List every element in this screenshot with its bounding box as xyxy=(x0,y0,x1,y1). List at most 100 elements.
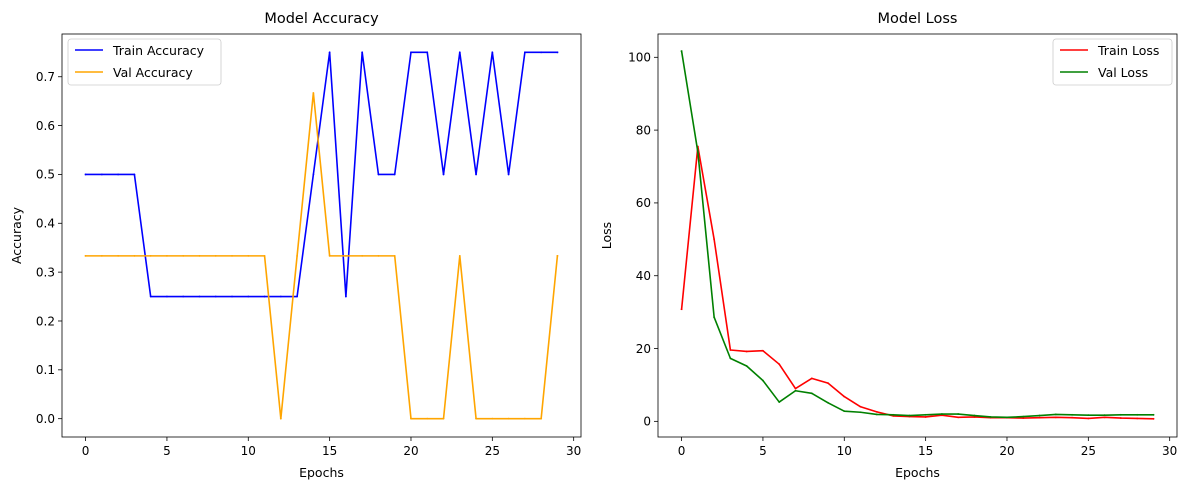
accuracy-x-tick-label-20: 20 xyxy=(403,444,418,458)
data-point-train-loss-2 xyxy=(713,238,716,241)
series-line-val-loss xyxy=(680,50,1155,419)
loss-panel: Model Loss 0 5 10 15 20 25 30 0 20 40 60 80 100 Epoc… xyxy=(599,11,1178,480)
loss-chart-title: Model Loss xyxy=(878,11,958,27)
data-point-val-loss-13 xyxy=(892,413,894,416)
data-point-train-accuracy-16 xyxy=(345,295,347,298)
data-point-train-loss-29 xyxy=(1152,417,1155,420)
data-point-val-accuracy-17 xyxy=(361,254,364,257)
data-point-train-accuracy-29 xyxy=(556,51,559,54)
series-line-val-accuracy xyxy=(84,92,559,420)
data-point-train-accuracy-8 xyxy=(214,295,217,298)
accuracy-legend-box xyxy=(67,38,222,86)
data-point-train-accuracy-9 xyxy=(231,295,233,298)
data-point-val-accuracy-14 xyxy=(312,92,315,94)
data-point-val-accuracy-9 xyxy=(231,254,233,257)
accuracy-x-tick-label-15: 15 xyxy=(322,444,337,458)
data-point-val-accuracy-29 xyxy=(556,254,559,257)
data-point-val-accuracy-19 xyxy=(393,254,396,257)
data-point-val-loss-15 xyxy=(924,413,927,416)
data-point-train-accuracy-10 xyxy=(247,295,250,298)
data-point-val-accuracy-12 xyxy=(279,417,282,420)
data-point-train-accuracy-6 xyxy=(182,295,185,298)
data-point-train-accuracy-7 xyxy=(198,295,201,298)
accuracy-legend: Train Accuracy Val Accuracy xyxy=(67,38,222,86)
data-point-val-loss-25 xyxy=(1087,414,1090,417)
data-point-train-accuracy-22 xyxy=(442,173,445,176)
data-point-train-loss-9 xyxy=(827,382,829,385)
data-point-train-loss-3 xyxy=(729,349,732,351)
data-point-val-loss-18 xyxy=(973,414,976,417)
data-point-train-accuracy-23 xyxy=(458,51,461,54)
data-point-val-accuracy-24 xyxy=(475,417,477,420)
loss-y-tick-label-0: 0 xyxy=(643,415,651,429)
loss-plot-area xyxy=(680,50,1155,420)
data-point-train-accuracy-24 xyxy=(475,173,477,176)
accuracy-y-axis-label: Accuracy xyxy=(9,206,24,264)
data-point-train-accuracy-20 xyxy=(410,51,412,54)
loss-y-tick-label-80: 80 xyxy=(636,123,651,137)
loss-y-tick-label-20: 20 xyxy=(636,342,651,356)
legend-label-train-loss: Train Loss xyxy=(1097,43,1159,58)
data-point-val-accuracy-22 xyxy=(442,417,445,420)
data-point-val-loss-7 xyxy=(794,389,797,392)
data-point-val-accuracy-3 xyxy=(133,254,136,257)
data-point-train-accuracy-0 xyxy=(84,173,87,176)
loss-y-tick-label-40: 40 xyxy=(636,269,651,283)
data-point-val-loss-1 xyxy=(696,151,699,153)
loss-x-tick-label-10: 10 xyxy=(837,444,852,458)
data-point-val-accuracy-28 xyxy=(540,417,543,420)
accuracy-y-tick-label-0-1: 0.1 xyxy=(36,363,55,377)
accuracy-y-tick-label-0-5: 0.5 xyxy=(36,168,55,182)
data-point-val-accuracy-26 xyxy=(507,417,510,420)
loss-y-axis-label: Loss xyxy=(599,222,614,249)
data-point-train-accuracy-2 xyxy=(117,173,120,176)
data-point-train-loss-21 xyxy=(1022,417,1025,419)
loss-x-tick-label-25: 25 xyxy=(1081,444,1096,458)
data-point-train-loss-15 xyxy=(924,416,927,418)
data-point-train-accuracy-15 xyxy=(328,51,331,54)
data-point-train-loss-6 xyxy=(778,363,781,366)
data-point-val-loss-5 xyxy=(762,379,764,382)
data-point-train-accuracy-25 xyxy=(491,51,494,54)
loss-y-tick-label-60: 60 xyxy=(636,196,651,210)
data-point-val-loss-4 xyxy=(745,365,748,367)
loss-x-tick-label-5: 5 xyxy=(759,444,767,458)
data-point-train-accuracy-26 xyxy=(507,173,510,176)
data-point-train-loss-5 xyxy=(762,349,764,352)
data-point-val-loss-24 xyxy=(1071,413,1073,416)
data-point-train-accuracy-11 xyxy=(263,295,266,298)
data-point-val-accuracy-1 xyxy=(100,254,103,257)
loss-legend: Train Loss Val Loss xyxy=(1052,38,1173,86)
data-point-val-loss-16 xyxy=(941,413,943,415)
data-point-train-accuracy-28 xyxy=(540,51,543,54)
loss-ticks: 0 5 10 15 20 25 30 0 20 40 60 80 100 xyxy=(628,51,1177,458)
accuracy-plot-area xyxy=(84,51,559,420)
data-point-train-accuracy-14 xyxy=(312,173,315,176)
data-point-val-loss-2 xyxy=(713,316,716,319)
data-point-val-loss-26 xyxy=(1103,414,1106,417)
data-point-val-loss-27 xyxy=(1119,413,1122,416)
data-point-val-loss-9 xyxy=(827,401,829,404)
accuracy-y-tick-label-0-0: 0.0 xyxy=(36,412,55,426)
data-point-val-loss-28 xyxy=(1136,413,1139,416)
data-point-val-accuracy-6 xyxy=(182,254,185,257)
data-point-val-accuracy-11 xyxy=(263,254,266,257)
data-point-train-loss-7 xyxy=(794,387,797,390)
series-line-train-accuracy xyxy=(84,51,559,298)
data-point-train-accuracy-18 xyxy=(377,173,380,176)
data-point-train-accuracy-3 xyxy=(133,173,136,176)
accuracy-x-tick-label-25: 25 xyxy=(485,444,500,458)
loss-x-tick-label-0: 0 xyxy=(678,444,686,458)
loss-x-tick-label-15: 15 xyxy=(918,444,933,458)
data-point-train-loss-8 xyxy=(810,377,813,380)
data-point-val-loss-17 xyxy=(957,413,960,415)
accuracy-chart-title: Model Accuracy xyxy=(264,11,379,27)
loss-x-tick-label-30: 30 xyxy=(1162,444,1177,458)
series-line-train-loss xyxy=(680,145,1155,420)
data-point-val-accuracy-27 xyxy=(523,417,526,420)
data-point-val-loss-23 xyxy=(1054,413,1057,416)
data-point-val-loss-12 xyxy=(875,413,878,416)
data-point-train-loss-24 xyxy=(1071,416,1073,419)
data-point-train-loss-23 xyxy=(1054,416,1057,419)
